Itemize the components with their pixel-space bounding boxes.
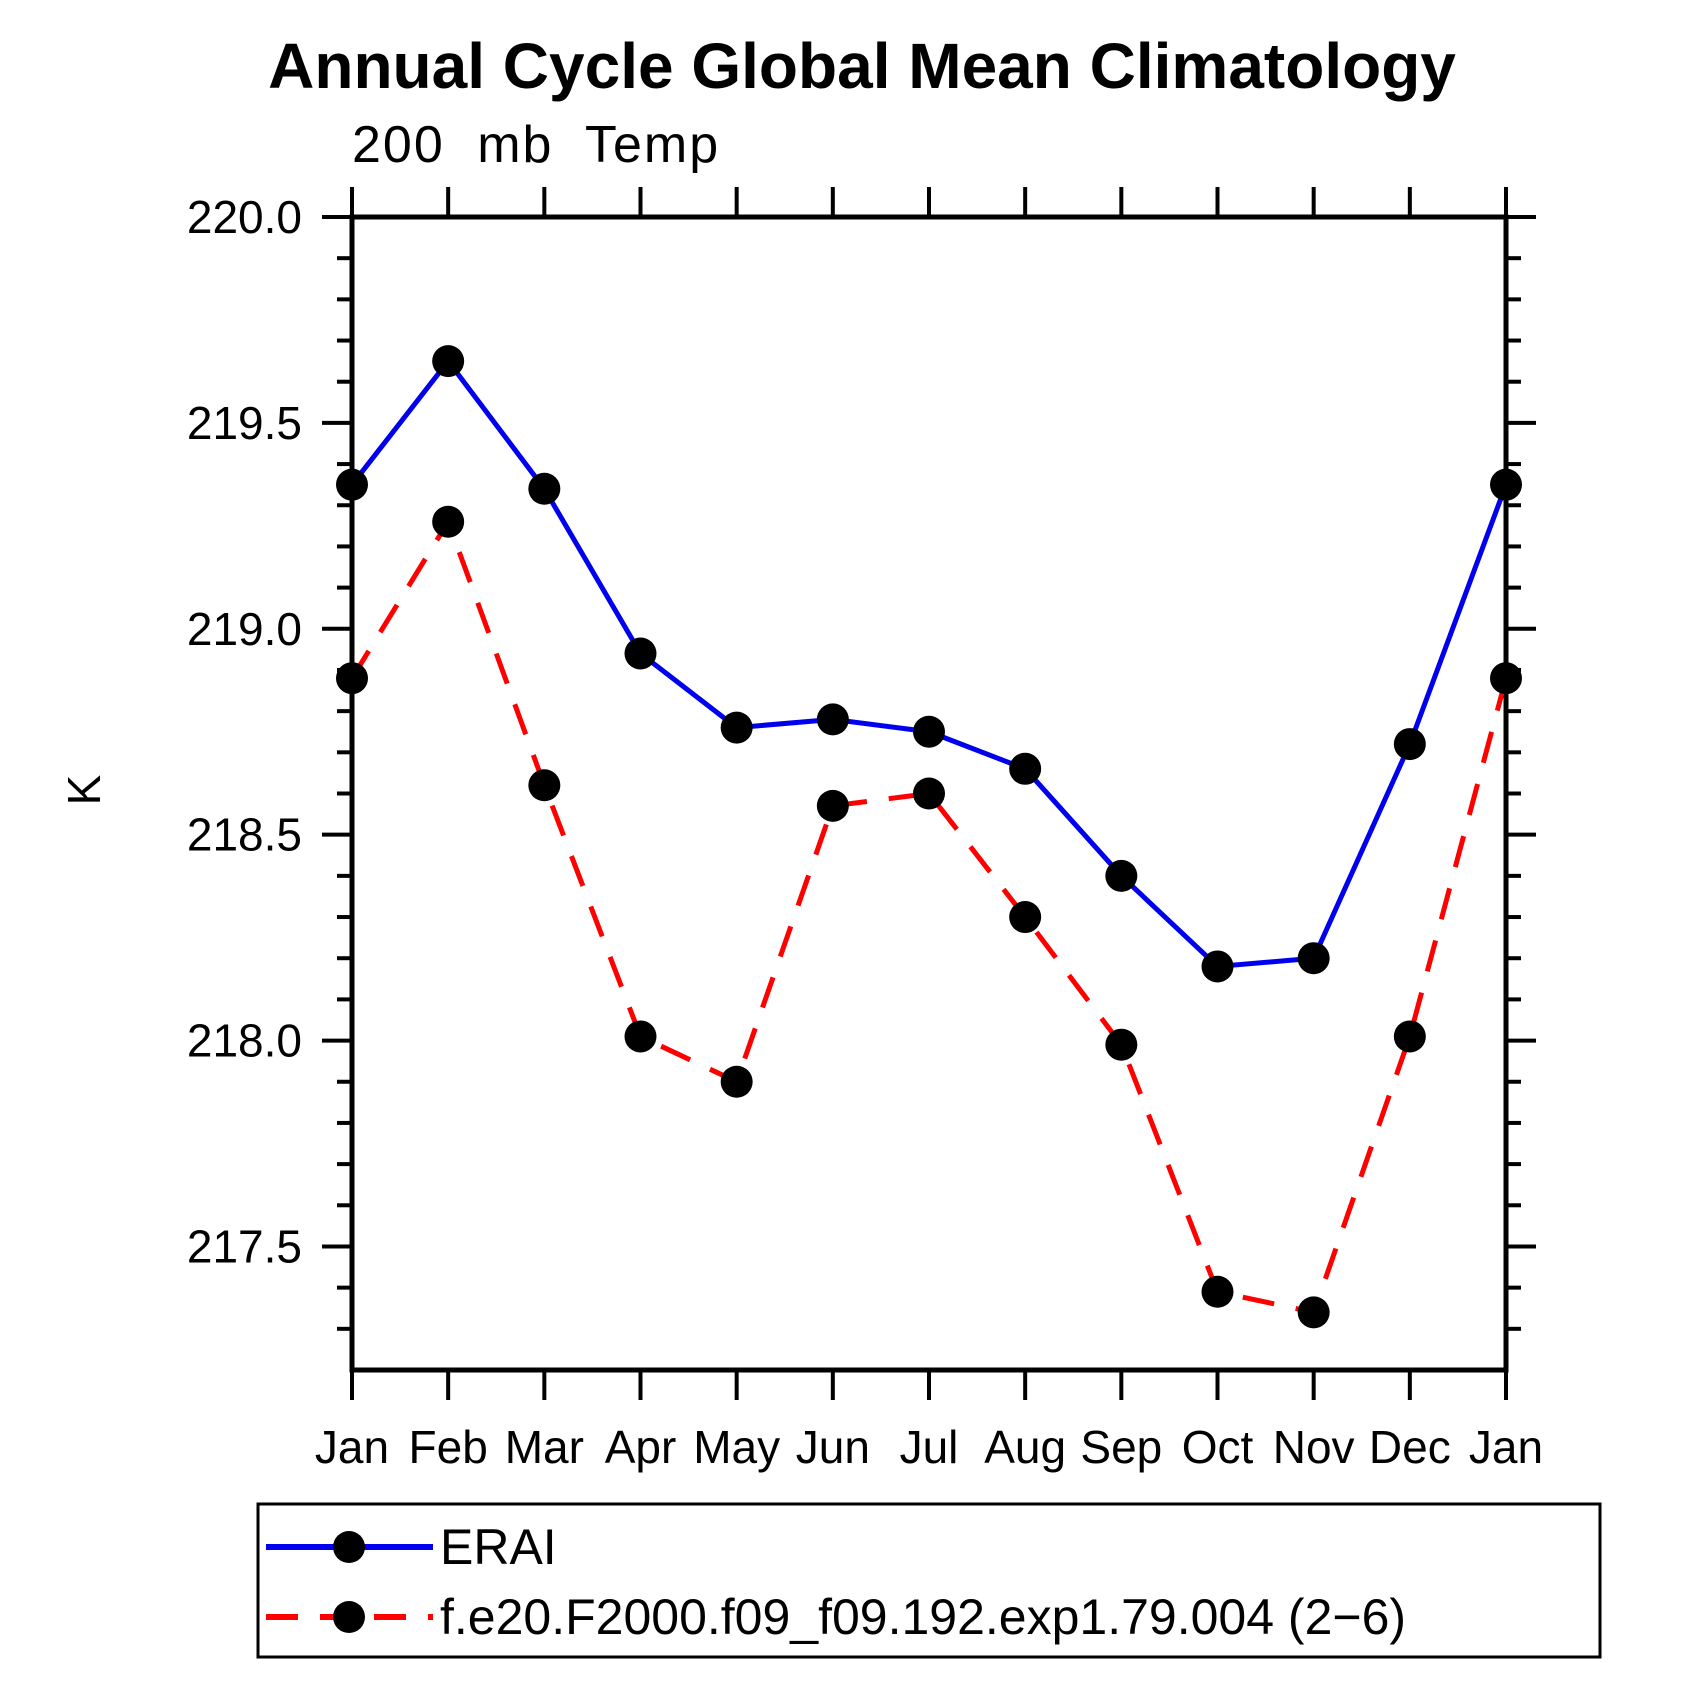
y-tick-label-218.0: 218.0 bbox=[187, 1015, 302, 1067]
erai-marker-Jan-0 bbox=[336, 468, 368, 501]
erai-marker-Sep-8 bbox=[1105, 859, 1138, 892]
x-tick-label-3-Apr: Apr bbox=[605, 1421, 677, 1473]
x-tick-label-8-Sep: Sep bbox=[1080, 1421, 1162, 1473]
x-tick-label-1-Feb: Feb bbox=[409, 1421, 488, 1473]
x-tick-label-0-Jan: Jan bbox=[315, 1421, 389, 1473]
x-tick-label-12-Jan: Jan bbox=[1469, 1421, 1543, 1473]
y-tick-label-217.5: 217.5 bbox=[187, 1220, 302, 1272]
x-tick-label-5-Jun: Jun bbox=[796, 1421, 870, 1473]
legend: ERAI f.e20.F2000.f09_f09.192.exp1.79.004… bbox=[256, 1502, 1602, 1659]
erai-marker-Apr-3 bbox=[624, 637, 657, 670]
x-tick-label-11-Dec: Dec bbox=[1369, 1421, 1451, 1473]
legend-box bbox=[256, 1502, 1602, 1659]
axes-layer: 220.0 219.5 219.0 218.5 218.0 217.5 Jan Feb Mar A… bbox=[187, 187, 1543, 1473]
series-layer bbox=[336, 345, 1522, 1329]
model-marker-Jan-0 bbox=[336, 662, 368, 695]
legend-erai-marker bbox=[333, 1531, 365, 1563]
x-tick-label-2-Mar: Mar bbox=[505, 1421, 584, 1473]
x-tick-label-10-Nov: Nov bbox=[1273, 1421, 1355, 1473]
erai-marker-Dec-11 bbox=[1393, 728, 1426, 761]
chart-subtitle: 200 mb Temp bbox=[352, 116, 720, 174]
x-tick-label-9-Oct: Oct bbox=[1182, 1421, 1254, 1473]
erai-marker-Jun-5 bbox=[816, 703, 849, 736]
erai-marker-Jul-6 bbox=[913, 715, 945, 748]
model-marker-Dec-11 bbox=[1393, 1020, 1426, 1053]
model-marker-Apr-3 bbox=[624, 1020, 657, 1053]
y-tick-label-218.5: 218.5 bbox=[187, 809, 302, 861]
model-marker-Feb-1 bbox=[432, 505, 465, 538]
erai-marker-Jan-12 bbox=[1490, 468, 1522, 501]
model-marker-Oct-9 bbox=[1201, 1275, 1234, 1308]
erai-marker-Feb-1 bbox=[432, 345, 465, 378]
model-marker-Jan-12 bbox=[1490, 662, 1522, 695]
erai-marker-Mar-2 bbox=[528, 472, 561, 505]
model-marker-May-4 bbox=[720, 1065, 753, 1098]
legend-model-label: f.e20.F2000.f09_f09.192.exp1.79.004 (2−6… bbox=[440, 1589, 1406, 1645]
legend-model-marker bbox=[333, 1601, 365, 1633]
x-tick-label-4-May: May bbox=[693, 1421, 780, 1473]
y-axis-label: K bbox=[58, 774, 110, 805]
legend-erai-label: ERAI bbox=[440, 1519, 557, 1575]
y-tick-label-219.5: 219.5 bbox=[187, 397, 302, 449]
erai-marker-May-4 bbox=[720, 711, 753, 744]
y-tick-label-220.0: 220.0 bbox=[187, 191, 302, 243]
chart-title: Annual Cycle Global Mean Climatology bbox=[268, 30, 1456, 102]
model-marker-Aug-7 bbox=[1009, 901, 1042, 934]
model-marker-Jul-6 bbox=[913, 777, 945, 810]
model-marker-Nov-10 bbox=[1297, 1296, 1330, 1329]
y-tick-label-219.0: 219.0 bbox=[187, 603, 302, 655]
model-marker-Jun-5 bbox=[816, 789, 849, 822]
erai-marker-Aug-7 bbox=[1009, 752, 1042, 785]
x-tick-label-7-Aug: Aug bbox=[984, 1421, 1066, 1473]
erai-series-line bbox=[350, 357, 1509, 970]
x-tick-label-6-Jul: Jul bbox=[900, 1421, 959, 1473]
erai-marker-Oct-9 bbox=[1201, 950, 1234, 983]
model-marker-Sep-8 bbox=[1105, 1028, 1138, 1061]
model-marker-Mar-2 bbox=[528, 769, 561, 802]
erai-marker-Nov-10 bbox=[1297, 942, 1330, 975]
